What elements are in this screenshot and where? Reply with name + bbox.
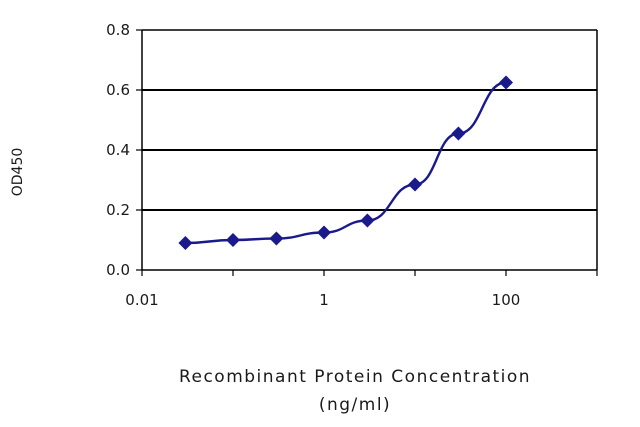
data-point-marker: [360, 213, 375, 228]
y-tick-label: 0.4: [106, 141, 130, 159]
data-point-marker: [317, 225, 331, 240]
y-tick-label: 0.2: [106, 201, 130, 219]
data-point-marker: [408, 177, 422, 192]
y-tick-label: 0.6: [106, 81, 130, 99]
grid-lines: [142, 89, 597, 211]
x-tick-label: 1: [319, 291, 329, 309]
data-point-marker: [499, 75, 513, 90]
x-tick-label: 100: [492, 291, 521, 309]
tick-labels: 0.0 0.2 0.4 0.6 0.8 0.01 1 100: [106, 21, 520, 309]
data-point-marker: [269, 231, 284, 246]
data-point-marker: [178, 236, 193, 250]
x-axis-label-unit: (ng/ml): [319, 395, 391, 415]
data-point-marker: [451, 126, 466, 141]
series: [178, 75, 513, 250]
y-tick-label: 0.0: [106, 261, 130, 279]
series-line: [185, 81, 507, 245]
y-tick-label: 0.8: [106, 21, 130, 39]
axes: [136, 29, 598, 276]
y-axis-label: OD450: [10, 148, 26, 197]
x-tick-label: 0.01: [125, 291, 158, 309]
data-point-marker: [226, 233, 240, 247]
x-axis-label: Recombinant Protein Concentration: [179, 367, 531, 387]
